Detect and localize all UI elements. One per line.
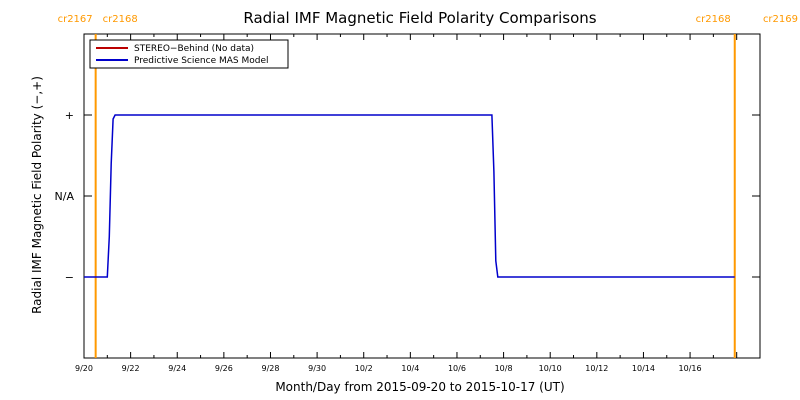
carrington-markers: cr2167 cr2168 cr2168 cr2169	[58, 14, 798, 358]
plot-frame	[83, 33, 761, 359]
x-axis-label: Month/Day from 2015-09-20 to 2015-10-17 …	[275, 380, 564, 394]
y-tick-label: +	[65, 109, 74, 122]
x-tick-label: 10/10	[539, 364, 562, 373]
carrington-label-before: cr2167	[58, 14, 93, 25]
y-axis-label: Radial IMF Magnetic Field Polarity (−,+)	[30, 76, 44, 314]
chart-title: Radial IMF Magnetic Field Polarity Compa…	[243, 9, 596, 27]
x-axis-ticks: 9/20 9/22 9/24 9/26 9/28 9/30 10/2 10/4 10/6 10/8…	[75, 34, 761, 373]
series-line-mas-model	[84, 114, 735, 278]
x-tick-label: 9/26	[215, 364, 233, 373]
legend-box	[89, 39, 289, 69]
x-tick-label: 9/28	[261, 364, 279, 373]
legend-label-mas-model: Predictive Science MAS Model	[134, 56, 269, 66]
x-tick-label: 9/24	[168, 364, 186, 373]
carrington-label-after: cr2168	[103, 14, 138, 25]
x-tick-label: 10/12	[585, 364, 608, 373]
x-tick-label: 10/2	[355, 364, 373, 373]
carrington-label-after: cr2169	[763, 14, 798, 25]
x-tick-label: 9/20	[75, 364, 93, 373]
x-tick-label: 10/8	[495, 364, 513, 373]
x-tick-label: 10/16	[679, 364, 702, 373]
y-tick-label: −	[65, 271, 74, 284]
legend: STEREO−Behind (No data) Predictive Scien…	[89, 39, 289, 69]
series-layer	[84, 114, 735, 278]
x-tick-label: 10/4	[401, 364, 419, 373]
x-tick-label: 10/6	[448, 364, 466, 373]
x-tick-label: 10/14	[632, 364, 655, 373]
x-tick-label: 9/22	[122, 364, 140, 373]
y-axis-ticks: + N/A −	[55, 109, 760, 284]
carrington-label-before: cr2168	[696, 14, 731, 25]
legend-label-stereo-behind: STEREO−Behind (No data)	[134, 44, 254, 54]
x-tick-label: 9/30	[308, 364, 326, 373]
y-tick-label: N/A	[55, 190, 75, 203]
